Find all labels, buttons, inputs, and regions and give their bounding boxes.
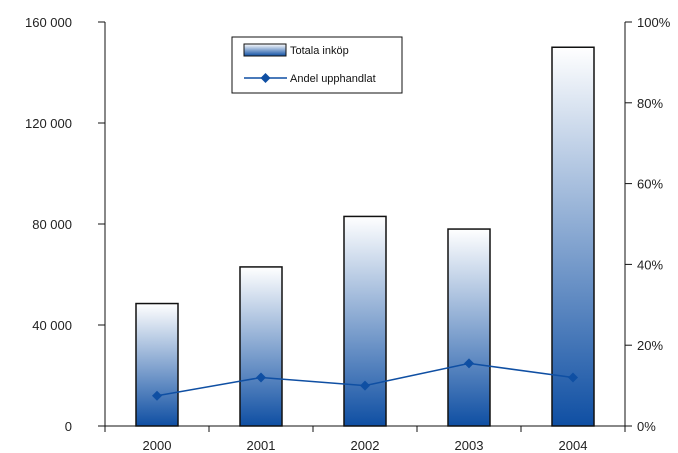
line-point-2004 — [568, 372, 578, 383]
legend: Totala inköp Andel upphandlat — [231, 36, 403, 94]
y-left-tick-label: 40 000 — [32, 318, 72, 333]
x-tick-label: 2003 — [455, 438, 484, 453]
y-left-tick-label: 160 000 — [25, 15, 72, 30]
y-right-tick-label: 60% — [637, 177, 663, 192]
y-right-tick-label: 0% — [637, 419, 656, 434]
line-point-2002 — [360, 380, 370, 391]
line-point-2001 — [256, 372, 266, 383]
x-tick-label: 2001 — [247, 438, 276, 453]
bar-2000 — [135, 302, 179, 427]
legend-diamond-marker — [260, 73, 271, 83]
y-left-tick-label: 80 000 — [32, 217, 72, 232]
bar-2004 — [551, 46, 595, 427]
legend-label-bars: Totala inköp — [290, 45, 349, 57]
x-tick-label: 2004 — [559, 438, 588, 453]
x-tick-label: 2002 — [351, 438, 380, 453]
bar-2002 — [343, 215, 387, 427]
tick-labels: 0 40 000 80 000 120 000 160 000 0% 20% 40% 60% 80… — [25, 15, 671, 453]
y-left-tick-label: 120 000 — [25, 116, 72, 131]
bars — [135, 46, 595, 427]
legend-label-line: Andel upphandlat — [290, 73, 376, 85]
bar-2001 — [239, 266, 283, 427]
bar-2003 — [447, 228, 491, 427]
y-right-tick-label: 100% — [637, 15, 671, 30]
line-series — [152, 358, 578, 401]
x-tick-label: 2000 — [143, 438, 172, 453]
line-point-2000 — [152, 390, 162, 401]
y-right-tick-label: 40% — [637, 257, 663, 272]
legend-bar-swatch — [243, 43, 287, 57]
y-left-tick-label: 0 — [65, 419, 72, 434]
y-right-tick-label: 20% — [637, 338, 663, 353]
line-point-2003 — [464, 358, 474, 369]
y-right-tick-label: 80% — [637, 96, 663, 111]
